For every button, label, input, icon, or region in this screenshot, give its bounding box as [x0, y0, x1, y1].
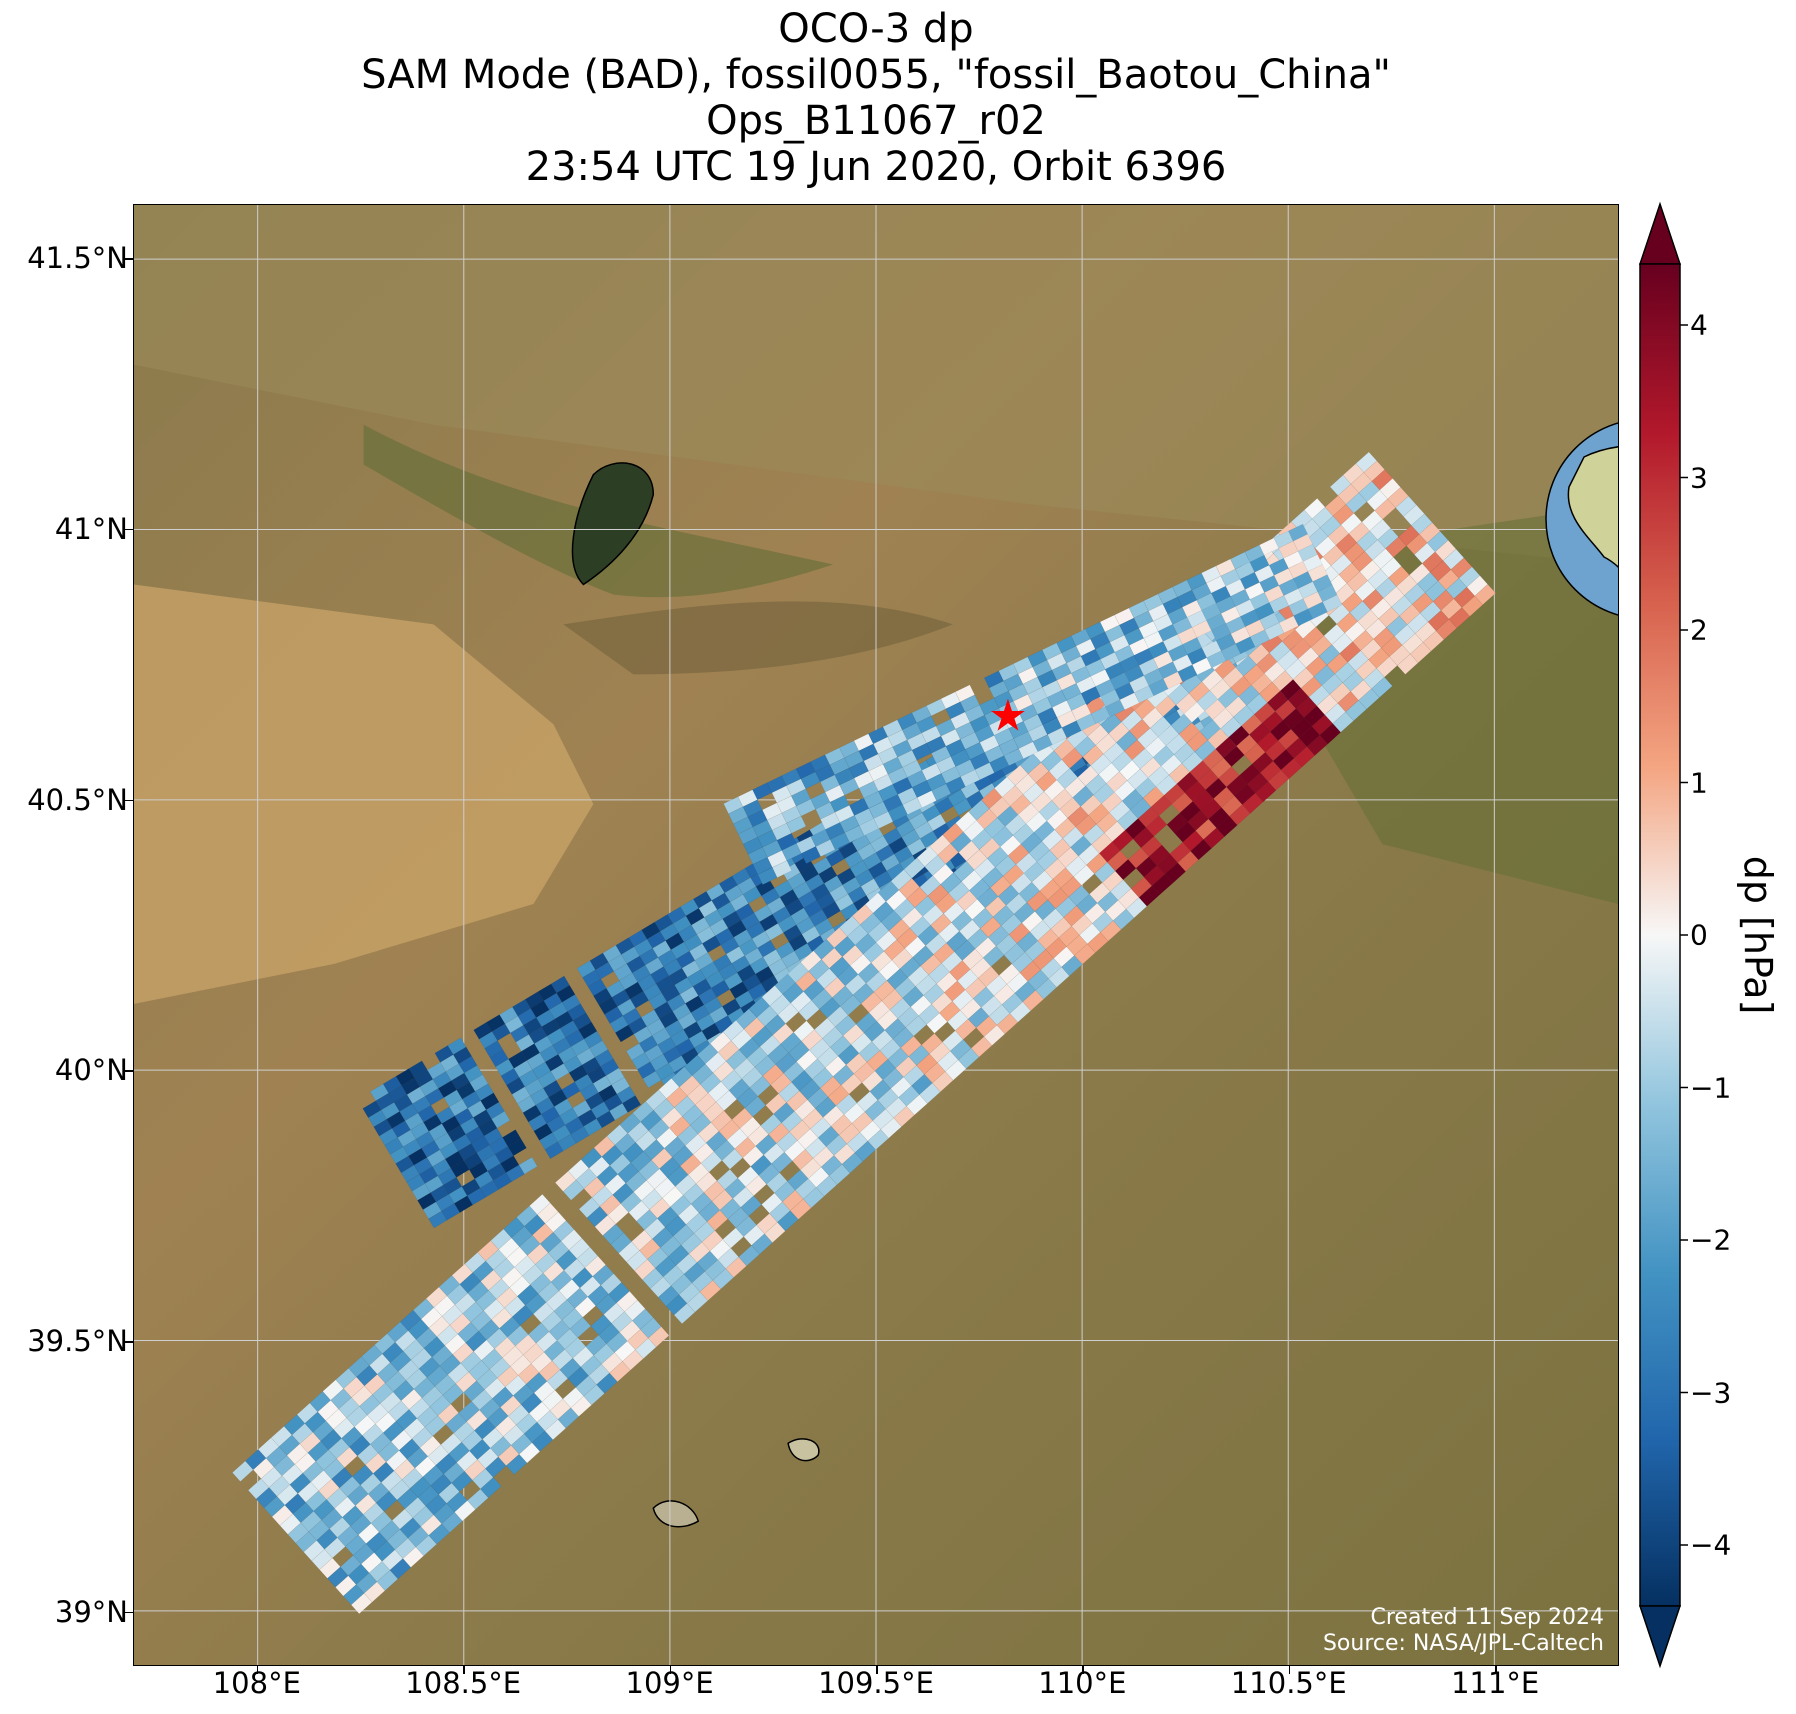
lat-tick-label: 40°N — [54, 1053, 128, 1088]
asia-landmass — [1567, 446, 1618, 568]
title-line-1: OCO-3 dp — [778, 6, 974, 52]
figure-title: OCO-3 dp SAM Mode (BAD), fossil0055, "fo… — [133, 6, 1619, 190]
data-source: Source: NASA/JPL-Caltech — [1322, 1631, 1604, 1656]
lon-tick-mark — [256, 1666, 259, 1674]
lat-tick-label: 39.5°N — [27, 1324, 128, 1359]
sounding-footprint — [1371, 676, 1393, 698]
colorbar-tick-label: 4 — [1690, 308, 1708, 342]
lat-tick-mark — [125, 1070, 133, 1072]
sounding-footprint — [700, 1151, 723, 1173]
lat-tick-label: 41°N — [54, 511, 128, 546]
created-date: Created 11 Sep 2024 — [1370, 1605, 1605, 1630]
sounding-footprint — [648, 1326, 670, 1348]
mountain-ridge — [563, 601, 953, 675]
sounding-footprint — [772, 860, 792, 878]
sounding-footprint — [507, 1138, 527, 1156]
lon-tick-mark — [876, 1666, 878, 1674]
sounding-footprint — [518, 1156, 538, 1175]
colorbar-ticks — [1680, 324, 1688, 1546]
lat-tick-label: 40.5°N — [27, 782, 128, 817]
small-lake-1 — [787, 1438, 820, 1462]
colorbar-tick-label: 2 — [1690, 613, 1708, 647]
sounding-footprint — [622, 1095, 642, 1113]
sounding-swaths — [232, 451, 1496, 1615]
colorbar-extend-max — [1638, 201, 1682, 265]
colorbar-extend-min — [1638, 1605, 1682, 1669]
inset-globe: ★ — [1545, 422, 1618, 616]
colorbar-tick-label: 0 — [1690, 918, 1708, 952]
lon-tick-mark — [1288, 1666, 1291, 1674]
satellite-map: ★ — [134, 205, 1618, 1665]
credits: Created 11 Sep 2024 Source: NASA/JPL-Cal… — [1323, 1605, 1604, 1657]
lon-tick-mark — [1495, 1666, 1497, 1674]
colorbar-tick-label: −3 — [1690, 1376, 1732, 1409]
map-panel[interactable]: ★ ★ Created 11 Sep 2024 Source: NASA/JPL… — [133, 204, 1619, 1666]
desert-area — [134, 584, 594, 1004]
lat-tick-mark — [125, 1611, 133, 1614]
lat-tick-mark — [125, 799, 133, 802]
lake-outline — [571, 462, 655, 586]
colorbar-tick-label: 1 — [1690, 766, 1708, 799]
title-line-2: SAM Mode (BAD), fossil0055, "fossil_Baot… — [361, 52, 1391, 98]
map-gridlines — [134, 205, 1618, 1665]
sounding-footprint — [480, 1477, 502, 1499]
sounding-footprint — [491, 1110, 511, 1129]
title-line-4: 23:54 UTC 19 Jun 2020, Orbit 6396 — [525, 144, 1227, 190]
colorbar — [1638, 201, 1688, 1669]
lon-tick-mark — [669, 1666, 672, 1674]
target-marker-layer: ★ — [988, 691, 1027, 742]
sounding-footprint — [1322, 594, 1343, 613]
lon-tick-mark — [463, 1666, 465, 1674]
lat-tick-label: 41.5°N — [27, 241, 128, 276]
lat-tick-mark — [125, 1341, 133, 1343]
colorbar-tick-label: 3 — [1690, 461, 1708, 494]
colorbar-tick-label: −4 — [1690, 1528, 1732, 1562]
lat-tick-mark — [125, 258, 133, 260]
lon-tick-mark — [1082, 1666, 1084, 1674]
sounding-footprint — [786, 815, 807, 834]
title-line-3: Ops_B11067_r02 — [706, 98, 1046, 144]
colorbar-label: dp [hPa] — [1736, 855, 1780, 1015]
sounding-footprint — [1474, 583, 1496, 606]
lat-tick-label: 39°N — [54, 1594, 128, 1629]
green-valley-north — [363, 424, 834, 598]
colorbar-gradient — [1639, 263, 1681, 1607]
colorbar-tick-label: −1 — [1690, 1071, 1732, 1104]
lat-tick-mark — [125, 528, 133, 531]
small-lake-2 — [652, 1500, 700, 1528]
colorbar-tick-label: −2 — [1690, 1223, 1732, 1257]
target-star-icon: ★ — [988, 691, 1027, 742]
